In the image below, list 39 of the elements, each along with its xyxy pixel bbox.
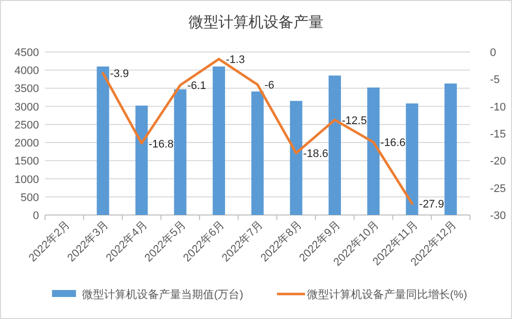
y2-tick-label: 0 [490,47,496,59]
y2-tick-label: -20 [490,156,506,168]
chart-title: 微型计算机设备产量 [188,14,324,31]
y-tick-label: 1000 [14,174,39,186]
data-label: -18.6 [303,148,328,160]
y2-tick-label: -5 [490,74,500,86]
data-label: -3.9 [110,68,129,80]
bar [174,89,186,215]
y-tick-label: 3000 [14,101,39,114]
bar [290,100,302,215]
bar [406,103,418,215]
bar [96,66,110,215]
data-label: -6 [264,80,274,92]
bar [328,76,341,215]
bar [444,84,457,215]
data-label: -1.3 [226,54,245,66]
bar [251,91,264,215]
y-tick-label: 4000 [14,65,39,78]
y-tick-label: 500 [20,192,39,204]
y-tick-label: 2500 [14,119,39,132]
bar [135,106,148,215]
bar [367,88,380,215]
y2-tick-label: -10 [490,101,506,114]
y2-tick-label: -30 [490,210,506,222]
y-tick-label: 1500 [14,156,39,168]
y-tick-label: 0 [32,210,39,222]
data-label: -6.1 [187,80,206,92]
bar [212,66,226,215]
legend-label: 微型计算机设备产量当期值(万台) [82,288,244,301]
y-tick-label: 2000 [14,138,39,150]
y-tick-label: 3500 [14,83,39,96]
y-tick-label: 4500 [14,47,39,59]
data-label: -12.5 [342,114,367,127]
y2-tick-label: -15 [490,128,506,140]
y2-tick-label: -25 [490,182,506,195]
data-label: -16.6 [380,137,406,150]
data-label: -27.9 [419,198,444,211]
data-label: -16.8 [148,138,174,150]
legend-label: 微型计算机设备产量同比增长(%) [307,288,468,301]
